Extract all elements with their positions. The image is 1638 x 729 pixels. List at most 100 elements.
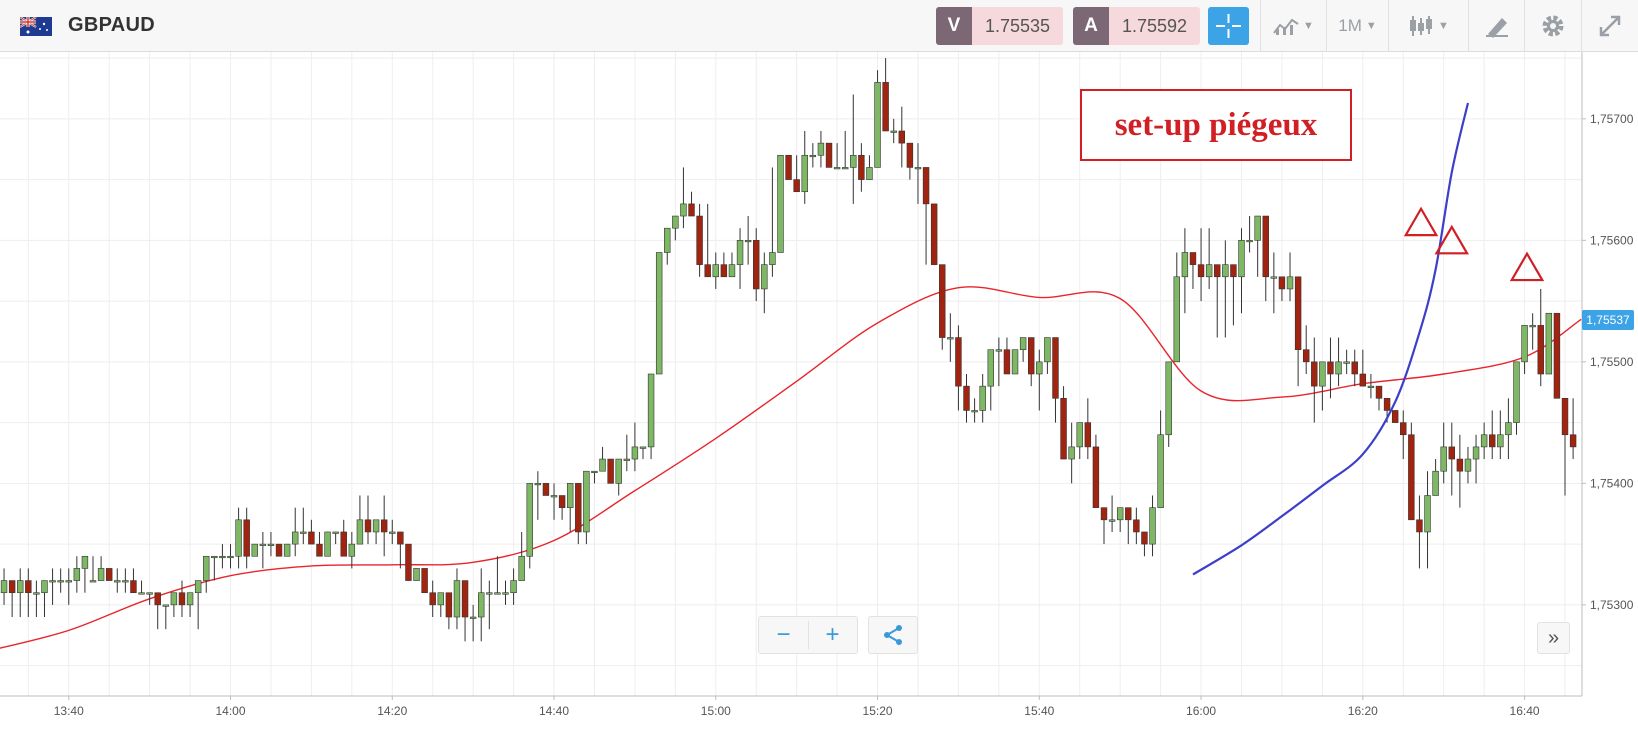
candle-up [833,143,841,170]
candle-body [817,142,825,156]
candle-body [761,264,768,290]
candle-up [761,252,768,314]
candle-body [178,592,186,606]
crosshair-button[interactable] [1208,7,1249,45]
candle-down [8,580,16,618]
candle-body [1214,264,1221,278]
candle-body [1076,422,1083,448]
scroll-right-button[interactable]: » [1537,622,1570,654]
candle-body [105,568,113,581]
candles-layer [0,58,1577,642]
candle-up [1472,434,1480,484]
indicators-button[interactable]: ▼ [1260,0,1326,52]
candle-down [542,483,550,496]
candle-up [1440,422,1447,484]
candle-body [275,543,283,557]
candle-up [122,568,129,593]
candle-down [963,374,970,423]
candle-up [1173,252,1181,363]
candle-body [186,592,194,606]
candle-up [283,543,291,557]
candle-up [890,118,897,144]
candle-up [1254,215,1261,277]
candle-body [243,519,250,557]
candle-body [1092,446,1100,508]
candle-body [203,555,210,581]
draw-tools-button[interactable] [1468,0,1524,52]
candle-body [947,337,954,340]
candle-down [1125,507,1132,545]
candle-up [162,604,170,630]
candle-down [1060,386,1067,460]
zoom-in-icon[interactable]: + [825,621,840,648]
candle-body [1116,507,1124,521]
candle-body [1335,361,1342,375]
settings-button[interactable] [1524,0,1581,52]
candle-body [57,580,64,583]
zoom-out-icon[interactable]: − [760,621,809,649]
candle-up [1116,507,1124,532]
candle-body [704,264,711,278]
candle-body [979,385,986,411]
candle-body [1197,264,1205,278]
candle-body [170,592,178,606]
candle-body [235,519,242,557]
candle-up [987,349,994,411]
candle-down [1553,312,1561,399]
share-button[interactable] [868,616,918,654]
buy-price-button[interactable]: A 1.75592 [1073,7,1200,45]
candle-up [1165,361,1172,447]
candle-body [97,568,105,581]
candle-up [1545,312,1553,375]
candle-up [817,130,825,168]
candle-up [615,458,622,496]
sell-price-button[interactable]: V 1.75535 [936,7,1063,45]
candle-down [1100,507,1108,545]
candle-down [1262,215,1269,302]
candle-up [0,568,8,605]
axes-layer: 1,75300 1,75400 1,75500 1,75600 1,75700 13:40… [0,52,1634,718]
x-tick-label: 14:40 [539,704,569,718]
candle-up [995,337,1003,387]
candle-body [437,592,445,606]
candle-body [1238,240,1245,278]
candle-down [1416,495,1423,569]
candle-down [429,580,436,618]
candle-body [502,592,509,595]
x-tick-label: 14:20 [377,704,407,718]
candle-body [1019,337,1027,350]
candle-up [494,556,501,595]
fullscreen-button[interactable] [1581,0,1638,52]
settings-icon [1542,15,1564,37]
candle-body [1480,434,1488,448]
candle-body [1084,422,1092,448]
moving-average-layer [0,286,1582,649]
candle-body [1302,349,1310,363]
candle-up [332,531,339,545]
candle-down [1189,252,1197,289]
candle-body [1497,434,1504,448]
timeframe-select[interactable]: 1M ▼ [1326,0,1388,52]
candle-body [866,167,873,180]
candle-down [882,58,889,132]
candle-up [850,94,857,204]
candle-body [664,227,671,253]
trend-curve [1192,102,1470,576]
candlestick-chart[interactable]: 1,75300 1,75400 1,75500 1,75600 1,75700 13:40… [0,52,1638,729]
candle-body [607,458,614,484]
candle-body [1383,398,1391,411]
current-price-tag: 1,75537 [1582,310,1634,330]
candle-body [1108,519,1116,522]
candle-down [1375,385,1383,411]
candle-down [130,568,137,594]
candle-body [583,470,590,533]
chart-type-button[interactable]: ▼ [1388,0,1468,52]
candle-up [65,568,72,605]
chevron-down-icon: ▼ [1365,20,1377,32]
candle-up [1286,252,1294,302]
candle-down [1351,349,1358,387]
candle-body [300,531,307,534]
candle-down [397,531,404,569]
candle-body [1440,446,1447,472]
candle-up [97,556,105,581]
